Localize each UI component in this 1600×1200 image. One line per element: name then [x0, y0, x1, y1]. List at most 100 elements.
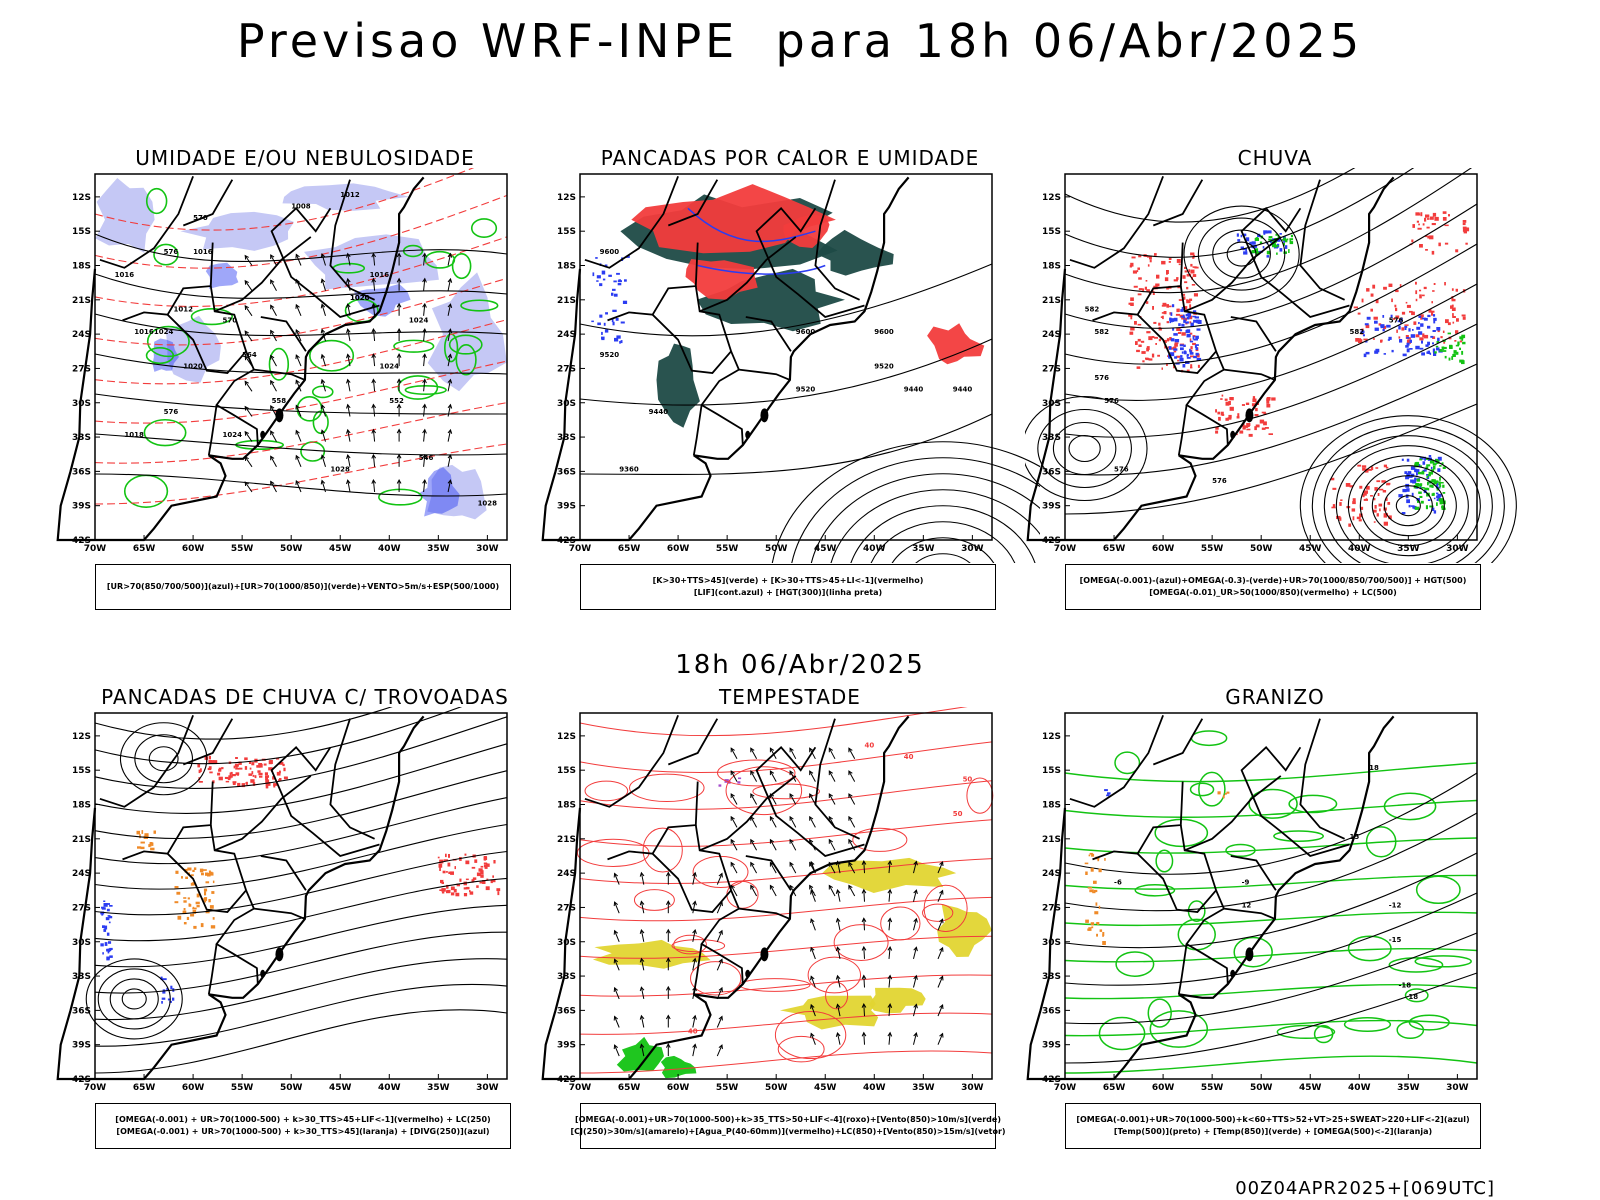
omega-strong-speck: [1425, 505, 1428, 510]
omega500-speck: [1099, 929, 1103, 932]
rain-speck: [1415, 290, 1418, 295]
omega-speck: [1421, 352, 1425, 356]
omega500-speck: [1092, 891, 1096, 894]
lif-contour-speck: [612, 321, 615, 326]
humidity-lower-contour: [268, 347, 290, 381]
temp850-contour: [1415, 875, 1461, 905]
border-line: [207, 943, 218, 995]
border-line: [1299, 718, 1345, 840]
omega-speck: [1409, 348, 1413, 350]
contour-label: 9520: [874, 362, 894, 370]
rain-speck: [1241, 404, 1245, 406]
omega-speck: [1251, 241, 1256, 245]
rain-speck: [1417, 227, 1422, 230]
omega-strong-speck: [1425, 466, 1429, 470]
rain-speck: [1385, 497, 1388, 501]
storm-speck: [737, 781, 741, 784]
wind-vector: [321, 379, 326, 392]
contour-label: 1012: [173, 305, 193, 313]
rain-speck: [1383, 286, 1387, 290]
rain-speck: [1146, 301, 1149, 304]
border-line: [214, 236, 312, 313]
panel-umidade: UMIDADE E/OU NEBULOSIDADE 1008 1012 1016 10…: [55, 146, 555, 616]
wind-vector: [789, 839, 797, 851]
wind-arrowhead: [692, 900, 697, 906]
pressure-contour: [94, 273, 508, 299]
omega-speck: [1193, 319, 1197, 323]
wind-vector: [244, 456, 253, 468]
rain-speck: [1448, 214, 1450, 217]
lat-label: 24S: [72, 330, 91, 340]
lat-label: 42S: [1042, 1075, 1061, 1085]
lon-label: 50W: [765, 544, 788, 554]
omega-speck: [1400, 318, 1403, 322]
omega-strong-speck: [1254, 248, 1259, 253]
rain-speck: [1252, 396, 1256, 399]
wind-vector: [270, 254, 277, 266]
rain-speck: [1228, 401, 1231, 405]
wind-arrowhead: [769, 770, 775, 776]
streamline-850: [579, 819, 993, 847]
rain-speck: [1145, 357, 1149, 360]
temp500-contour: [1064, 852, 1478, 949]
rain-speck: [1148, 336, 1153, 341]
rain-speck: [1462, 228, 1466, 232]
lat-label: 21S: [72, 296, 91, 306]
thunder-speck: [483, 856, 488, 860]
omega-speck: [1406, 473, 1410, 477]
thunder-speck: [218, 776, 223, 781]
convective-speck: [187, 867, 192, 871]
humidity-upper-area: [95, 178, 155, 253]
border-line: [1092, 242, 1184, 322]
wind-vector: [937, 861, 944, 874]
lif-contour-speck: [596, 280, 599, 282]
rain-speck: [1405, 335, 1409, 339]
omega-speck: [1406, 337, 1410, 339]
rain-speck: [1370, 466, 1374, 471]
omega-speck: [1180, 329, 1183, 332]
rain-speck: [1136, 366, 1141, 369]
wind-vector: [837, 1004, 841, 1017]
omega-speck: [1189, 340, 1194, 343]
convective-speck: [137, 846, 142, 849]
rain-speck: [1261, 411, 1266, 414]
wind-arrowhead: [887, 917, 893, 923]
rain-speck: [1148, 358, 1153, 361]
thunder-speck: [258, 772, 263, 776]
omega-speck: [1252, 245, 1256, 249]
lon-label: 30W: [1446, 1083, 1469, 1093]
omega-speck: [1433, 497, 1436, 500]
wind-vector: [244, 381, 253, 392]
wind-arrowhead: [295, 328, 300, 334]
omega500-speck: [1097, 857, 1100, 862]
wind-arrowhead: [422, 378, 427, 384]
rain-speck: [1181, 332, 1186, 336]
thunder-speck: [465, 860, 470, 865]
omega500-speck: [1089, 852, 1093, 855]
rain-speck: [1167, 305, 1172, 308]
omega-speck: [1424, 456, 1426, 461]
wind-vector: [913, 1004, 917, 1017]
rain-speck: [1263, 412, 1267, 415]
legend-line: [OMEGA(-0.001)+UR>70(1000-500)+k<60+TTS>…: [1076, 1115, 1470, 1124]
lat-label: 21S: [557, 296, 576, 306]
panel-title: PANCADAS POR CALOR E UMIDADE: [600, 146, 980, 170]
wind-vector: [295, 354, 302, 367]
wind-arrowhead: [939, 889, 944, 895]
wind-vector: [716, 901, 723, 914]
omega-strong-speck: [1441, 505, 1445, 509]
humidity-lower-contour: [300, 441, 326, 462]
rain-speck: [1220, 411, 1224, 416]
wind-arrowhead: [396, 453, 402, 459]
omega-speck: [1382, 315, 1385, 318]
thunder-speck: [248, 773, 253, 776]
rain-speck: [1192, 342, 1196, 346]
rain-speck: [1339, 502, 1342, 506]
omega-speck: [1195, 352, 1199, 356]
thunder-speck: [244, 757, 248, 761]
wind-arrowhead: [346, 479, 351, 485]
wind-vector: [447, 379, 451, 392]
rain-speck: [1182, 275, 1186, 279]
wind-vector: [809, 816, 816, 828]
wind-arrowhead: [810, 1032, 815, 1038]
